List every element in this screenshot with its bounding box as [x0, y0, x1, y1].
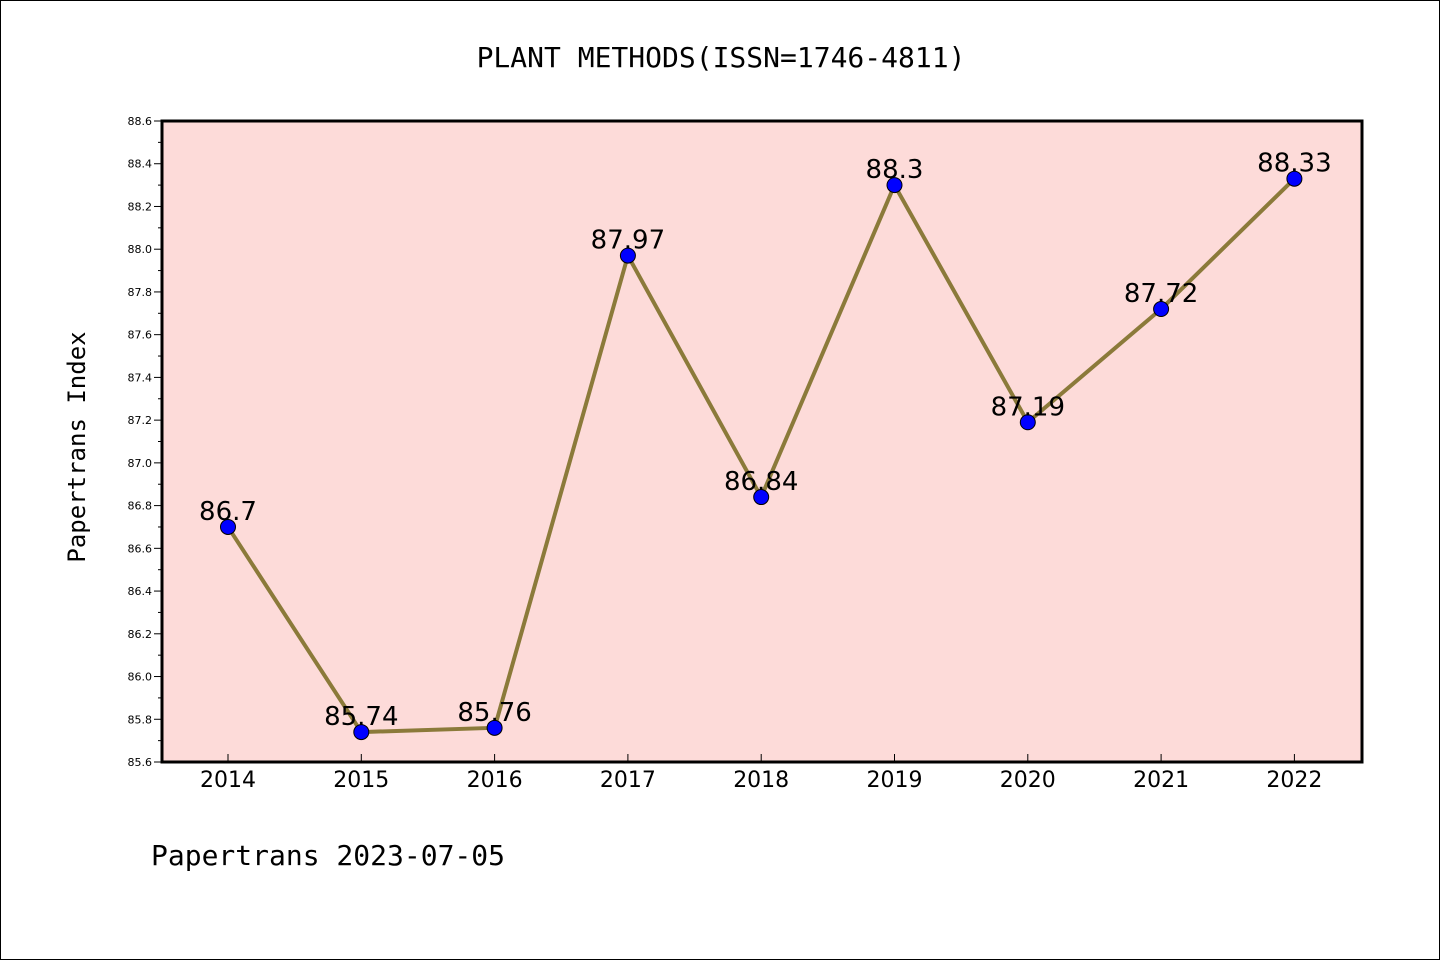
data-label: 85.74 — [324, 702, 398, 732]
y-tick-label: 85.8 — [128, 713, 153, 726]
x-tick-label: 2020 — [1000, 768, 1056, 793]
data-point-marker — [753, 489, 770, 506]
y-tick-label: 86.0 — [128, 671, 153, 684]
data-labels: 86.7 85.74 85.76 87.97 86.84 88.3 87.19 87.72 88… — [199, 149, 1332, 732]
x-tick-label: 2017 — [600, 768, 656, 793]
watermark: Papertrans 2023-07-05 — [151, 839, 505, 872]
y-tick-label: 87.0 — [128, 457, 153, 470]
data-point-marker — [1286, 170, 1303, 187]
data-point-marker — [486, 719, 503, 736]
y-tick-label: 87.8 — [128, 286, 153, 299]
x-tick-label: 2019 — [867, 768, 923, 793]
data-markers — [220, 170, 1303, 741]
chart-title: PLANT METHODS(ISSN=1746-4811) — [477, 41, 966, 74]
y-axis-label: Papertrans Index — [63, 331, 91, 562]
plot-area — [162, 121, 1362, 762]
data-label: 88.3 — [866, 155, 924, 185]
x-tick-label: 2014 — [200, 768, 256, 793]
y-tick-label: 88.2 — [128, 200, 153, 213]
plot-border — [160, 119, 1364, 764]
y-axis: 85.6 85.8 86.0 86.2 86.4 86.6 86.8 87.0 87.2 87.4… — [128, 115, 162, 769]
data-label: 87.19 — [991, 392, 1065, 422]
data-label: 88.33 — [1257, 149, 1331, 179]
x-tick-label: 2018 — [733, 768, 789, 793]
data-label: 86.7 — [199, 497, 257, 527]
data-label: 87.97 — [591, 226, 665, 256]
data-point-marker — [886, 177, 903, 194]
x-tick-label: 2021 — [1133, 768, 1189, 793]
data-point-marker — [619, 247, 636, 264]
y-tick-label: 88.4 — [128, 158, 153, 171]
y-tick-label: 88.6 — [128, 115, 153, 128]
x-axis: 2014 2015 2016 2017 2018 2019 2020 2021 2022 — [200, 754, 1322, 793]
data-label: 87.72 — [1124, 279, 1198, 309]
y-tick-label: 87.6 — [128, 329, 153, 342]
data-point-marker — [1019, 414, 1036, 431]
y-tick-label: 86.8 — [128, 500, 153, 513]
y-tick-label: 87.4 — [128, 371, 153, 384]
x-tick-label: 2022 — [1266, 768, 1322, 793]
data-point-marker — [220, 518, 236, 535]
x-tick-label: 2016 — [467, 768, 523, 793]
y-tick-label: 87.2 — [128, 414, 153, 427]
y-tick-label: 86.6 — [128, 542, 153, 555]
y-tick-label: 88.0 — [128, 243, 153, 256]
data-point-marker — [353, 724, 370, 741]
y-tick-label: 86.4 — [128, 585, 153, 598]
data-label: 85.76 — [457, 698, 531, 728]
data-point-marker — [1153, 301, 1170, 318]
y-tick-label: 86.2 — [128, 628, 153, 641]
x-tick-label: 2015 — [333, 768, 389, 793]
y-tick-label: 85.6 — [128, 756, 153, 769]
data-label: 86.84 — [724, 467, 798, 497]
